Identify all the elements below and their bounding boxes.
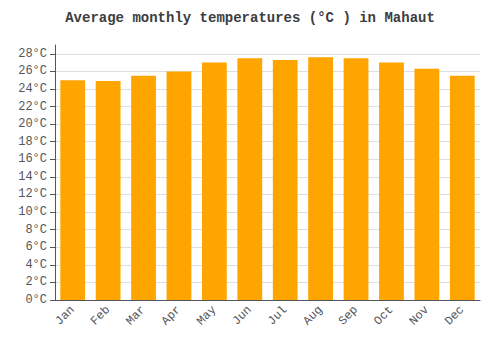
svg-text:16°C: 16°C	[18, 152, 47, 166]
svg-text:Mar: Mar	[123, 303, 148, 328]
svg-text:Aug: Aug	[300, 303, 325, 328]
svg-text:May: May	[194, 303, 219, 328]
svg-text:Apr: Apr	[159, 303, 184, 328]
svg-text:6°C: 6°C	[25, 240, 47, 254]
svg-text:Jan: Jan	[53, 303, 78, 328]
svg-text:Oct: Oct	[371, 303, 396, 328]
svg-text:12°C: 12°C	[18, 187, 47, 201]
svg-text:18°C: 18°C	[18, 135, 47, 149]
svg-text:Feb: Feb	[88, 303, 113, 328]
svg-text:0°C: 0°C	[25, 293, 47, 307]
svg-text:Average monthly temperatures (: Average monthly temperatures (°C ) in Ma…	[65, 10, 435, 26]
svg-text:Nov: Nov	[407, 303, 432, 328]
svg-text:Dec: Dec	[442, 303, 467, 328]
svg-text:28°C: 28°C	[18, 47, 47, 61]
svg-text:Jun: Jun	[230, 303, 255, 328]
svg-text:14°C: 14°C	[18, 170, 47, 184]
svg-text:Sep: Sep	[336, 303, 361, 328]
svg-text:26°C: 26°C	[18, 64, 47, 78]
svg-text:20°C: 20°C	[18, 117, 47, 131]
svg-text:4°C: 4°C	[25, 258, 47, 272]
svg-text:22°C: 22°C	[18, 100, 47, 114]
svg-text:10°C: 10°C	[18, 205, 47, 219]
svg-text:Jul: Jul	[265, 303, 290, 328]
svg-text:8°C: 8°C	[25, 223, 47, 237]
svg-text:2°C: 2°C	[25, 275, 47, 289]
svg-text:24°C: 24°C	[18, 82, 47, 96]
